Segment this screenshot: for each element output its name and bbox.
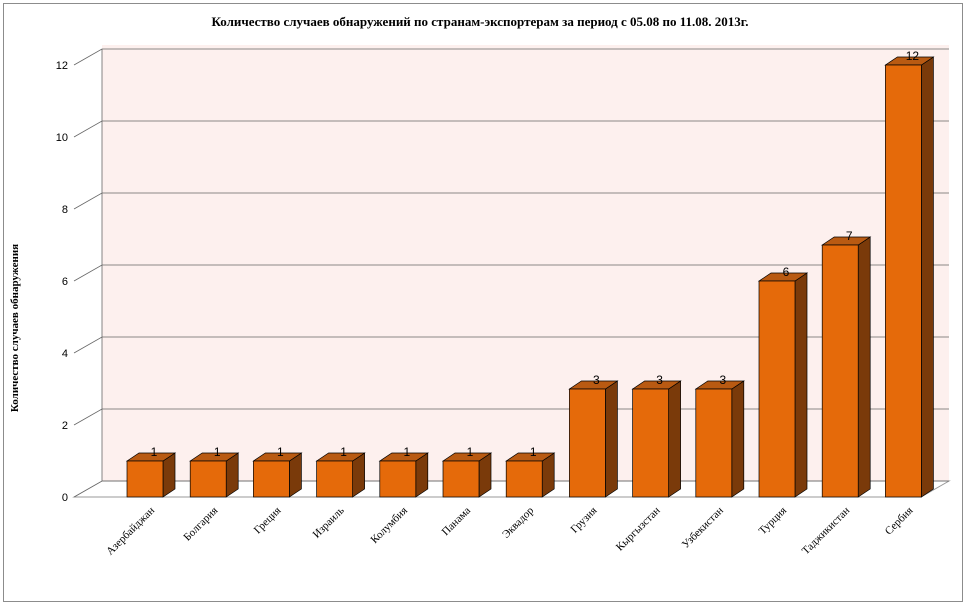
gridlines xyxy=(73,48,949,498)
back-wall xyxy=(102,45,949,481)
bar-front xyxy=(442,460,480,498)
bar-front xyxy=(569,388,606,498)
y-tick-label: 8 xyxy=(62,204,68,216)
bar-front xyxy=(885,64,922,498)
data-label: 3 xyxy=(656,373,663,387)
chart-frame: Количество случаев обнаружений по страна… xyxy=(3,3,963,602)
data-label: 1 xyxy=(151,445,158,459)
bar xyxy=(821,236,872,498)
bar-front xyxy=(821,244,859,498)
category-label: Грузия xyxy=(569,505,600,536)
y-tick-label: 10 xyxy=(56,132,68,144)
bar xyxy=(125,452,177,498)
bars xyxy=(125,56,935,498)
side-wall xyxy=(74,45,102,497)
category-label: Узбекистан xyxy=(680,505,726,551)
data-labels: 1 1 1 1 1 1 1 3 3 3 6 7 12 xyxy=(151,49,920,459)
data-label: 1 xyxy=(467,445,474,459)
category-label: Азербайджан xyxy=(104,505,157,558)
category-label: Колумбия xyxy=(369,505,410,546)
chart-title: Количество случаев обнаружений по страна… xyxy=(212,14,749,29)
category-label: Кыргызстан xyxy=(614,505,663,554)
data-label: 1 xyxy=(403,445,410,459)
chart: Количество случаев обнаружений по страна… xyxy=(9,14,951,558)
y-tick-label: 6 xyxy=(62,276,68,288)
bar xyxy=(694,380,745,498)
bar xyxy=(568,380,619,498)
bar-front xyxy=(189,460,227,498)
data-label: 1 xyxy=(340,445,347,459)
x-axis-categories: Азербайджан Болгария Греция Израиль Колумбия… xyxy=(104,504,915,557)
bar xyxy=(631,380,682,498)
bar xyxy=(441,452,493,498)
bar-side xyxy=(857,236,871,498)
category-label: Эквадор xyxy=(500,504,537,541)
bar-side xyxy=(794,272,808,498)
bar-side xyxy=(731,380,745,498)
y-tick-label: 12 xyxy=(56,60,68,72)
data-label: 7 xyxy=(846,229,853,243)
category-label: Греция xyxy=(252,505,284,537)
data-label: 1 xyxy=(277,445,284,459)
bar xyxy=(505,452,556,498)
bar-side xyxy=(668,380,681,498)
bar-front xyxy=(316,460,353,498)
y-axis-ticks: 0 2 4 6 8 10 12 xyxy=(56,60,68,504)
y-tick-label: 2 xyxy=(62,420,68,432)
bar xyxy=(315,452,366,498)
data-label: 3 xyxy=(719,373,726,387)
bar xyxy=(189,452,240,498)
data-label: 12 xyxy=(906,49,920,63)
category-label: Панама xyxy=(440,505,474,539)
bar xyxy=(884,56,935,498)
category-label: Таджикистан xyxy=(800,505,853,558)
bar xyxy=(252,452,303,498)
data-label: 1 xyxy=(530,445,537,459)
y-tick-label: 0 xyxy=(62,492,68,504)
bar-front xyxy=(632,388,669,498)
bar xyxy=(378,452,429,498)
bar-front xyxy=(253,460,290,498)
bar-front xyxy=(505,460,543,498)
y-tick-label: 4 xyxy=(62,348,68,360)
category-label: Болгария xyxy=(181,505,220,544)
bar xyxy=(757,272,809,498)
bar-front xyxy=(758,280,796,498)
plot-wall xyxy=(72,45,951,498)
bar-side xyxy=(921,56,934,498)
category-label: Израиль xyxy=(311,505,347,541)
category-label: Сербия xyxy=(883,505,916,538)
bar-front xyxy=(695,388,733,498)
bar-front xyxy=(379,460,417,498)
category-label: Турция xyxy=(757,505,790,538)
data-label: 6 xyxy=(783,265,790,279)
y-axis-label: Количество случаев обнаружения xyxy=(9,244,21,412)
data-label: 3 xyxy=(593,373,600,387)
bar-side xyxy=(605,380,618,498)
bar-front xyxy=(126,460,164,498)
data-label: 1 xyxy=(214,445,221,459)
